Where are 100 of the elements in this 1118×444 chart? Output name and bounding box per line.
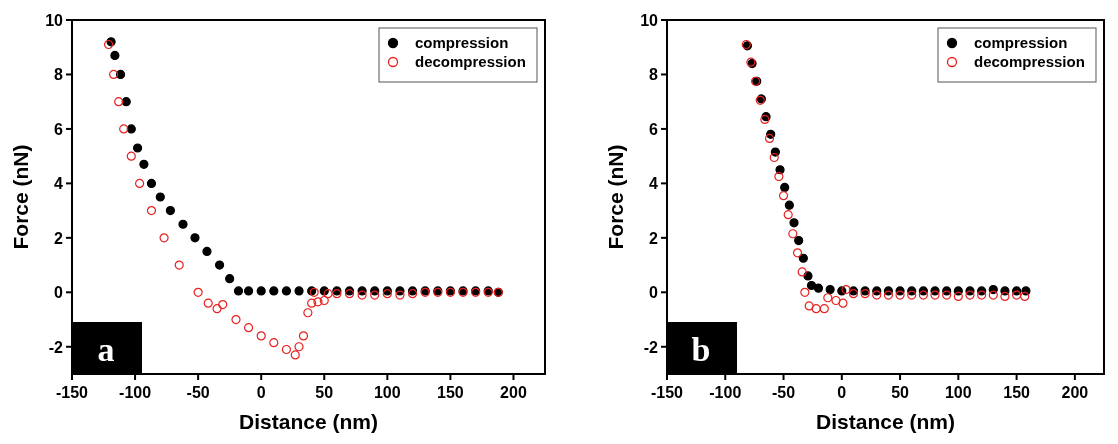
point bbox=[121, 97, 131, 107]
y-tick-label: 0 bbox=[54, 284, 64, 302]
point bbox=[307, 298, 317, 308]
point bbox=[159, 233, 169, 243]
y-axis-title: Force (nN) bbox=[9, 144, 32, 250]
point bbox=[953, 291, 963, 301]
y-tick-label: 4 bbox=[54, 175, 64, 193]
legend-label: decompression bbox=[974, 53, 1085, 70]
y-tick-label: 8 bbox=[54, 66, 64, 84]
point bbox=[146, 178, 157, 188]
x-tick-label: 100 bbox=[373, 384, 401, 401]
point bbox=[895, 290, 905, 300]
point bbox=[804, 301, 814, 311]
point bbox=[811, 304, 821, 314]
point bbox=[294, 286, 304, 296]
point bbox=[370, 290, 380, 300]
legend-label: compression bbox=[974, 34, 1068, 51]
point bbox=[798, 253, 808, 263]
x-tick-label: 150 bbox=[437, 384, 464, 401]
point bbox=[269, 338, 279, 348]
point bbox=[838, 298, 848, 308]
point bbox=[110, 50, 120, 60]
point bbox=[774, 171, 784, 182]
point bbox=[1012, 290, 1022, 300]
y-tick-label: 10 bbox=[640, 12, 659, 29]
point bbox=[783, 210, 793, 220]
point bbox=[178, 219, 188, 229]
point bbox=[907, 290, 917, 300]
point bbox=[203, 298, 213, 308]
annotation: a bbox=[97, 331, 115, 368]
point bbox=[139, 159, 149, 169]
point bbox=[806, 280, 817, 291]
point bbox=[784, 200, 794, 210]
point bbox=[918, 290, 928, 300]
point bbox=[965, 290, 975, 300]
point bbox=[126, 124, 136, 134]
legend-label: decompression bbox=[415, 53, 526, 70]
point bbox=[231, 314, 241, 325]
point bbox=[792, 248, 803, 258]
point bbox=[243, 286, 254, 296]
point bbox=[883, 290, 894, 300]
point bbox=[218, 299, 228, 310]
point bbox=[841, 284, 851, 295]
x-axis-title: Distance (nm) bbox=[816, 410, 955, 433]
point bbox=[313, 297, 323, 307]
point bbox=[988, 290, 998, 300]
point bbox=[256, 286, 266, 296]
point bbox=[165, 206, 175, 216]
point bbox=[243, 323, 254, 333]
x-tick-label: 50 bbox=[315, 384, 334, 401]
point bbox=[819, 304, 829, 314]
y-tick-label: 8 bbox=[649, 66, 659, 84]
x-tick-label: 200 bbox=[1061, 384, 1089, 401]
point bbox=[269, 286, 279, 296]
point bbox=[298, 331, 309, 341]
annotation: b bbox=[691, 331, 711, 368]
point bbox=[135, 178, 145, 188]
point bbox=[357, 290, 367, 300]
x-axis-title: Distance (nm) bbox=[239, 410, 378, 433]
x-tick-label: 0 bbox=[837, 384, 847, 401]
point bbox=[395, 290, 405, 300]
x-tick-label: 0 bbox=[256, 384, 266, 401]
point bbox=[789, 218, 799, 228]
point bbox=[233, 286, 244, 296]
point bbox=[942, 290, 952, 300]
x-tick-label: -150 bbox=[55, 384, 89, 401]
point bbox=[119, 124, 129, 134]
y-tick-label: 2 bbox=[54, 229, 64, 247]
point bbox=[190, 233, 200, 243]
point bbox=[769, 152, 779, 163]
x-tick-label: -100 bbox=[119, 384, 152, 401]
point bbox=[825, 284, 835, 295]
point bbox=[323, 289, 333, 299]
point bbox=[788, 229, 798, 239]
x-tick-label: 150 bbox=[1003, 384, 1031, 401]
point bbox=[831, 295, 841, 306]
y-tick-label: -2 bbox=[643, 338, 659, 356]
y-tick-label: 10 bbox=[45, 12, 64, 29]
point bbox=[174, 260, 184, 270]
point bbox=[823, 293, 833, 303]
point bbox=[193, 287, 203, 297]
point bbox=[212, 304, 222, 314]
point bbox=[290, 350, 300, 360]
y-tick-label: 6 bbox=[54, 120, 64, 138]
y-tick-label: 2 bbox=[649, 229, 659, 247]
point bbox=[794, 235, 804, 246]
point bbox=[797, 267, 807, 277]
point bbox=[872, 290, 882, 300]
point bbox=[1020, 291, 1030, 301]
point bbox=[977, 290, 987, 300]
y-tick-label: 6 bbox=[649, 120, 659, 138]
point bbox=[1000, 291, 1010, 301]
point bbox=[146, 206, 157, 216]
y-axis-title: Force (nN) bbox=[604, 144, 627, 250]
y-tick-label: 4 bbox=[649, 175, 659, 193]
point bbox=[778, 191, 789, 201]
point bbox=[780, 182, 790, 193]
x-tick-label: -150 bbox=[650, 384, 684, 401]
point bbox=[764, 133, 775, 144]
point bbox=[115, 69, 126, 80]
